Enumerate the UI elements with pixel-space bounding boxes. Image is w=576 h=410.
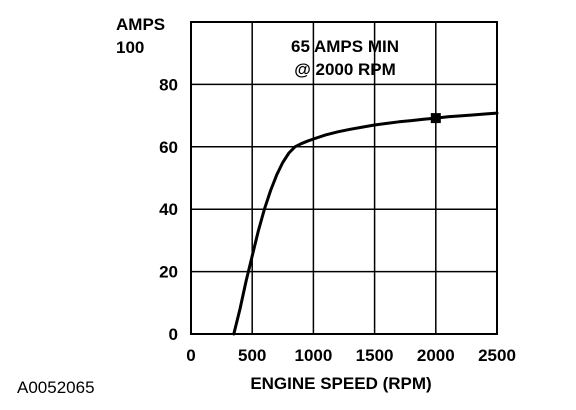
annotation-line-2: @ 2000 RPM [294,60,396,79]
y-tick-label-100: 100 [116,38,144,57]
figure-id: A0052065 [17,378,95,397]
x-tick-labels: 0 500 1000 1500 2000 2500 [186,346,516,365]
y-tick-label-40: 40 [159,200,178,219]
annotation-line-1: 65 AMPS MIN [291,37,399,56]
y-tick-label-0: 0 [169,325,178,344]
x-axis-title: ENGINE SPEED (RPM) [250,374,431,393]
x-tick-label-1500: 1500 [356,346,394,365]
plot-frame [190,21,498,335]
x-tick-label-0: 0 [186,346,195,365]
x-tick-label-2000: 2000 [417,346,455,365]
grid-lines [191,22,497,334]
y-axis-title: AMPS [116,15,165,34]
x-tick-label-500: 500 [238,346,266,365]
y-tick-labels: 0 20 40 60 80 100 [116,38,178,344]
x-tick-label-2500: 2500 [478,346,516,365]
y-tick-label-60: 60 [159,138,178,157]
data-marker-2000-rpm [430,113,441,124]
y-tick-label-20: 20 [159,263,178,282]
x-tick-label-1000: 1000 [294,346,332,365]
y-tick-label-80: 80 [159,75,178,94]
